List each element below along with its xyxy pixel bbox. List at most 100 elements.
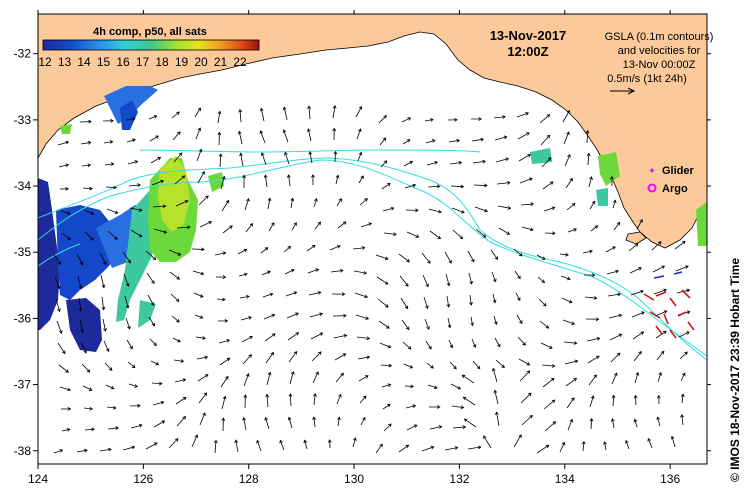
velocity-vector-head [151,322,156,327]
velocity-vector [83,209,94,215]
velocity-vector-head [507,181,511,185]
velocity-vector-head [406,258,410,263]
velocity-vector-head [272,333,276,337]
velocity-vector [195,336,206,339]
velocity-vector [563,131,570,145]
velocity-vector-head [66,427,71,432]
velocity-vector [127,361,136,368]
velocity-vector-head [471,258,475,263]
velocity-vector-head [113,185,117,190]
velocity-vector-head [461,374,466,379]
velocity-vector [381,384,391,388]
velocity-vector-head [180,359,185,363]
argo-label: Argo [662,183,688,195]
velocity-vector-head [405,283,409,287]
velocity-vector [406,424,418,431]
velocity-vector [582,441,585,452]
velocity-vector-head [78,307,83,312]
velocity-vector [283,107,288,121]
velocity-vector [287,332,299,341]
velocity-vector-head [88,387,93,391]
velocity-vector-head [625,439,629,444]
velocity-vector [425,139,435,144]
velocity-vector [214,252,226,256]
velocity-vector [262,293,273,298]
velocity-vector-head [453,365,457,370]
velocity-vector [492,368,498,383]
velocity-vector [199,221,212,228]
velocity-vector-head [663,310,668,314]
velocity-vector [307,268,319,274]
velocity-vector-head [438,425,443,429]
velocity-vector [196,356,208,360]
velocity-vector-head [593,296,598,300]
velocity-vector-head [686,331,690,335]
velocity-vector [336,198,342,207]
velocity-vector-head [456,138,461,143]
velocity-vector-head [239,152,243,157]
velocity-vector-head [363,395,367,400]
velocity-vector-head [311,244,316,249]
velocity-vector-head [217,131,222,136]
sst-swath-west [38,86,158,352]
velocity-vector [145,250,156,260]
velocity-vector [613,222,621,231]
velocity-vector-head [89,186,93,191]
velocity-vector-head [137,403,141,408]
velocity-vector [584,296,597,299]
velocity-vector [168,249,181,256]
velocity-vector [335,372,344,383]
velocity-vector [279,440,285,451]
velocity-vector-head [454,117,458,122]
velocity-vector [219,154,222,168]
velocity-vector-head [65,163,70,168]
velocity-vector [312,371,319,384]
velocity-vector-head [615,269,619,274]
velocity-vector-head [469,280,473,285]
velocity-vector [219,357,230,366]
velocity-vector-head [109,140,114,144]
velocity-vector-head [291,370,295,375]
velocity-vector-head [550,377,555,382]
colorbar-tick-label: 22 [233,55,247,69]
legend-line-1: GSLA (0.1m contours) [605,31,714,43]
velocity-vector-head [59,449,64,453]
velocity-vector [172,131,181,141]
velocity-vector-head [586,152,591,157]
velocity-vector-head [184,199,189,204]
colorbar-tick-label: 21 [214,55,228,69]
velocity-vector-head [446,304,451,308]
velocity-vector-head [412,404,417,409]
velocity-vector-head [200,271,205,276]
velocity-vector [283,246,291,253]
velocity-vector [448,339,453,348]
velocity-vector [612,200,616,209]
velocity-vector-head [433,385,438,390]
velocity-vector [284,152,290,165]
velocity-vector-head [656,394,661,399]
velocity-vector-head [177,338,181,343]
velocity-vector [261,152,267,166]
velocity-vector [171,111,180,119]
velocity-vector-head [529,414,533,419]
velocity-vector [630,290,644,296]
velocity-vector-head [199,294,204,298]
velocity-vector-head [176,319,180,323]
velocity-vector [238,273,248,277]
velocity-vector [309,151,313,164]
velocity-vector [587,153,590,166]
velocity-vector [238,131,243,145]
velocity-vector [656,351,665,361]
velocity-vector [60,210,71,215]
velocity-vector [172,337,181,343]
velocity-vector-head [333,150,338,155]
velocity-vector [402,341,412,350]
velocity-vector-head [379,443,383,448]
velocity-vector [542,181,554,190]
velocity-vector [651,241,662,251]
velocity-vector-head [319,312,324,317]
velocity-vector [310,332,323,340]
velocity-vector-head [633,394,638,399]
velocity-vector [381,183,391,190]
velocity-vector-head [57,308,61,313]
